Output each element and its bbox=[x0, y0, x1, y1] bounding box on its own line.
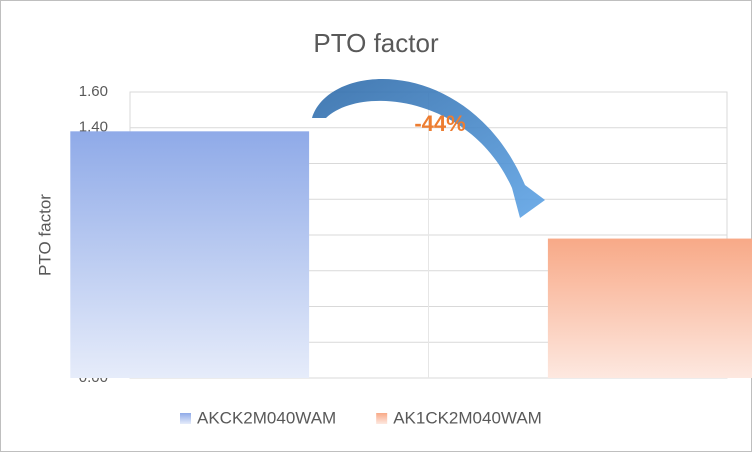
chart-title: PTO factor bbox=[313, 28, 439, 58]
change-arrow bbox=[312, 79, 545, 218]
legend-swatch bbox=[376, 413, 388, 424]
legend-swatch bbox=[180, 413, 191, 424]
bar bbox=[70, 131, 310, 378]
y-tick-label: 1.60 bbox=[79, 83, 108, 100]
legend-label: AKCK2M040WAM bbox=[197, 408, 336, 427]
annotation: -44% bbox=[414, 111, 465, 136]
bar bbox=[547, 238, 752, 378]
y-axis-label: PTO factor bbox=[35, 194, 54, 276]
legend-label: AK1CK2M040WAM bbox=[393, 408, 542, 427]
